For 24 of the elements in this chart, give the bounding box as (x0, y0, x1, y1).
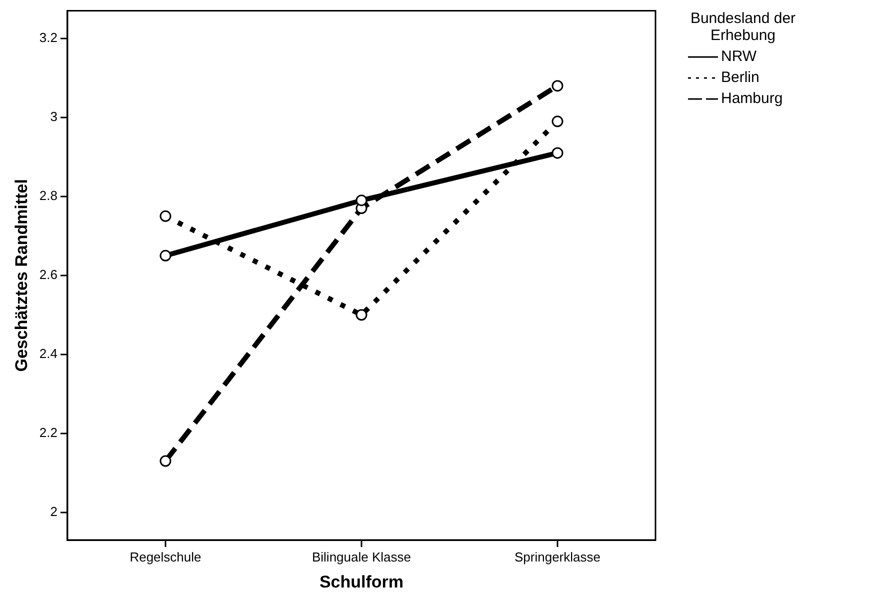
legend-label: Berlin (721, 69, 760, 86)
y-tick-label: 2.2 (39, 424, 58, 440)
legend-label: Hamburg (721, 90, 783, 107)
x-axis-title: Schulform (319, 572, 404, 592)
point (160, 210, 172, 222)
point (356, 309, 368, 321)
legend-title: Bundesland der Erhebung (689, 10, 797, 44)
point (552, 147, 564, 159)
x-tick-label: Bilinguale Klasse (312, 549, 411, 564)
y-tick-label: 2 (50, 504, 58, 519)
legend-label: NRW (721, 48, 757, 65)
point (160, 455, 172, 467)
y-tick-label: 2.6 (39, 266, 58, 282)
y-axis-title: Geschätztes Randmittel (12, 179, 31, 372)
x-tick-label: Regelschule (130, 549, 202, 564)
point (552, 116, 564, 128)
x-tick-label: Springerklasse (514, 549, 600, 564)
point (552, 80, 564, 92)
y-tick-label: 2.8 (39, 188, 58, 203)
point (356, 194, 368, 206)
point (160, 250, 172, 262)
y-tick-label: 3.2 (39, 30, 58, 46)
y-tick-label: 2.4 (39, 346, 58, 361)
y-tick-label: 3 (50, 109, 58, 124)
